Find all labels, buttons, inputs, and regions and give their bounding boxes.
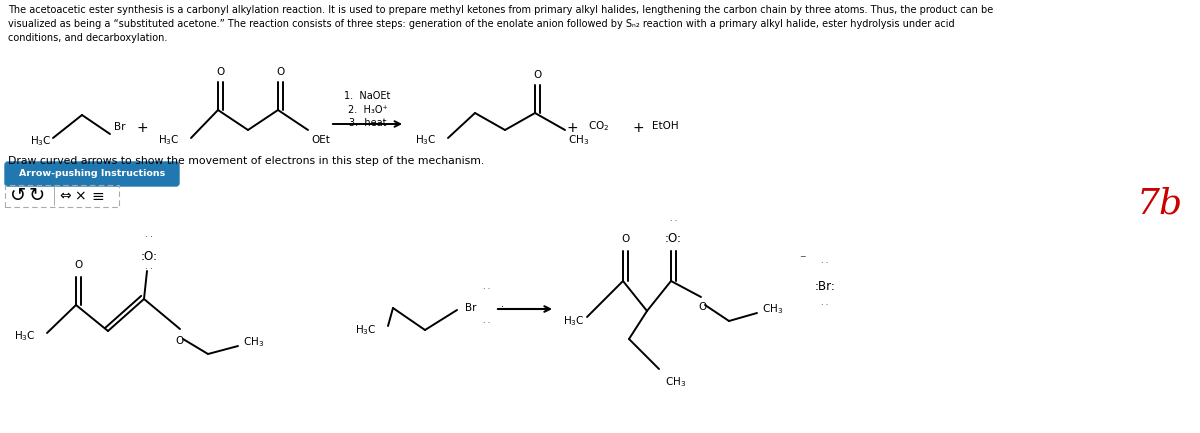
Text: ↻: ↻ [29, 187, 46, 206]
Text: O: O [276, 67, 284, 77]
Text: Arrow-pushing Instructions: Arrow-pushing Instructions [19, 169, 166, 178]
Text: The acetoacetic ester synthesis is a carbonyl alkylation reaction. It is used to: The acetoacetic ester synthesis is a car… [8, 5, 994, 15]
Text: visualized as being a “substituted acetone.” The reaction consists of three step: visualized as being a “substituted aceto… [8, 19, 955, 29]
Text: · ·: · · [145, 265, 152, 274]
Text: O: O [74, 260, 83, 270]
Text: · ·: · · [670, 216, 677, 226]
Text: O: O [622, 234, 630, 244]
Text: CH$_3$: CH$_3$ [762, 302, 784, 316]
Text: O: O [216, 67, 224, 77]
Text: · ·: · · [670, 246, 677, 255]
Text: ×: × [74, 189, 86, 203]
Text: O: O [698, 302, 707, 312]
Text: CH$_3$: CH$_3$ [665, 375, 686, 389]
FancyBboxPatch shape [5, 162, 179, 186]
Text: :O:: :O: [665, 232, 682, 245]
Text: EtOH: EtOH [652, 121, 679, 131]
Text: · ·: · · [484, 285, 491, 294]
Text: H$_3$C: H$_3$C [30, 134, 52, 148]
Text: OEt: OEt [311, 135, 330, 145]
Text: +: + [136, 121, 148, 135]
Text: conditions, and decarboxylation.: conditions, and decarboxylation. [8, 33, 167, 43]
Text: :Br:: :Br: [815, 279, 835, 293]
Text: CO$_2$: CO$_2$ [588, 119, 610, 133]
Text: 7b: 7b [1136, 186, 1183, 220]
Text: · ·: · · [145, 233, 152, 242]
Text: ·: · [472, 302, 474, 312]
Text: :O:: :O: [140, 249, 157, 262]
Text: ·: · [500, 302, 504, 312]
Text: · ·: · · [822, 259, 828, 268]
Text: Draw curved arrows to show the movement of electrons in this step of the mechani: Draw curved arrows to show the movement … [8, 156, 485, 166]
Text: 3.  heat: 3. heat [349, 118, 386, 128]
Text: 1.  NaOEt: 1. NaOEt [344, 91, 391, 101]
Text: ≡: ≡ [91, 188, 104, 204]
Text: Br: Br [466, 303, 476, 313]
Text: Br: Br [114, 122, 126, 132]
Text: H$_3$C: H$_3$C [158, 133, 180, 147]
Text: H$_3$C: H$_3$C [14, 329, 36, 343]
Text: ⁻: ⁻ [799, 253, 805, 266]
Text: · ·: · · [822, 301, 828, 310]
Text: H$_3$C: H$_3$C [355, 323, 377, 337]
Text: H$_3$C: H$_3$C [564, 314, 586, 328]
Text: +: + [566, 121, 578, 135]
Text: ↺: ↺ [10, 187, 26, 206]
Text: O: O [533, 70, 541, 80]
Text: CH$_3$: CH$_3$ [242, 335, 264, 349]
Text: CH$_3$: CH$_3$ [568, 133, 589, 147]
Text: · ·: · · [484, 320, 491, 329]
Text: O: O [176, 336, 184, 346]
Text: +: + [632, 121, 644, 135]
Text: ⇔: ⇔ [59, 189, 71, 203]
Text: H$_3$C: H$_3$C [415, 133, 437, 147]
Text: 2.  H₃O⁺: 2. H₃O⁺ [348, 105, 388, 115]
